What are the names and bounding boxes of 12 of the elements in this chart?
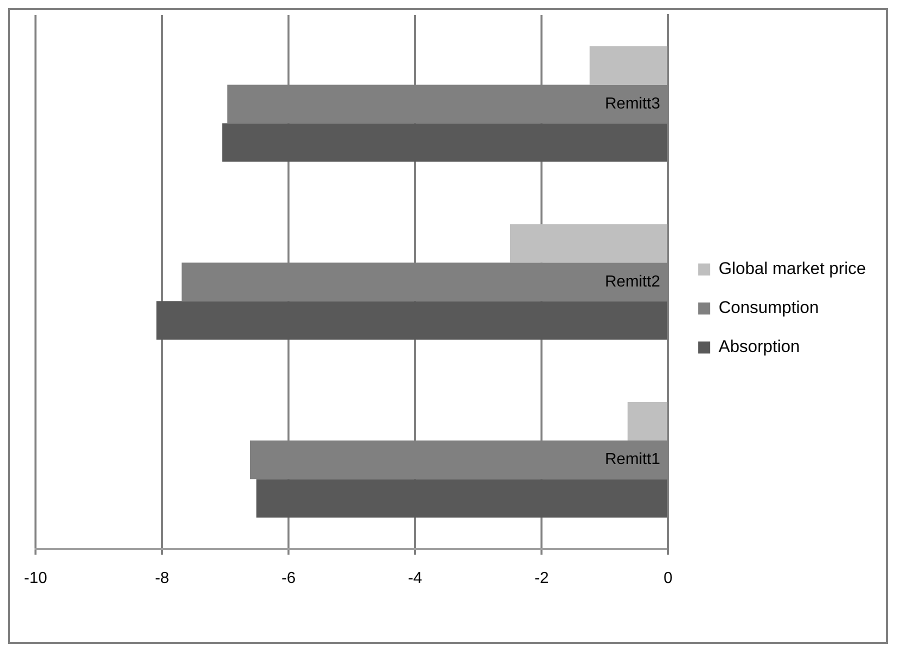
legend-label: Absorption <box>718 337 800 356</box>
x-tick-label: -8 <box>154 570 170 587</box>
x-tick-label: -2 <box>534 570 549 587</box>
x-tick-label: -4 <box>408 570 422 587</box>
x-tick-label: 0 <box>664 570 673 587</box>
x-tick-label: -6 <box>281 570 296 587</box>
legend-label: Global market price <box>718 259 866 278</box>
x-tick-label: -10 <box>24 570 48 587</box>
y-tick-label: Remitt3 <box>604 95 660 112</box>
legend-label: Consumption <box>718 298 819 318</box>
y-tick-label: Remitt2 <box>604 273 660 290</box>
y-tick-label: Remitt1 <box>604 451 660 468</box>
